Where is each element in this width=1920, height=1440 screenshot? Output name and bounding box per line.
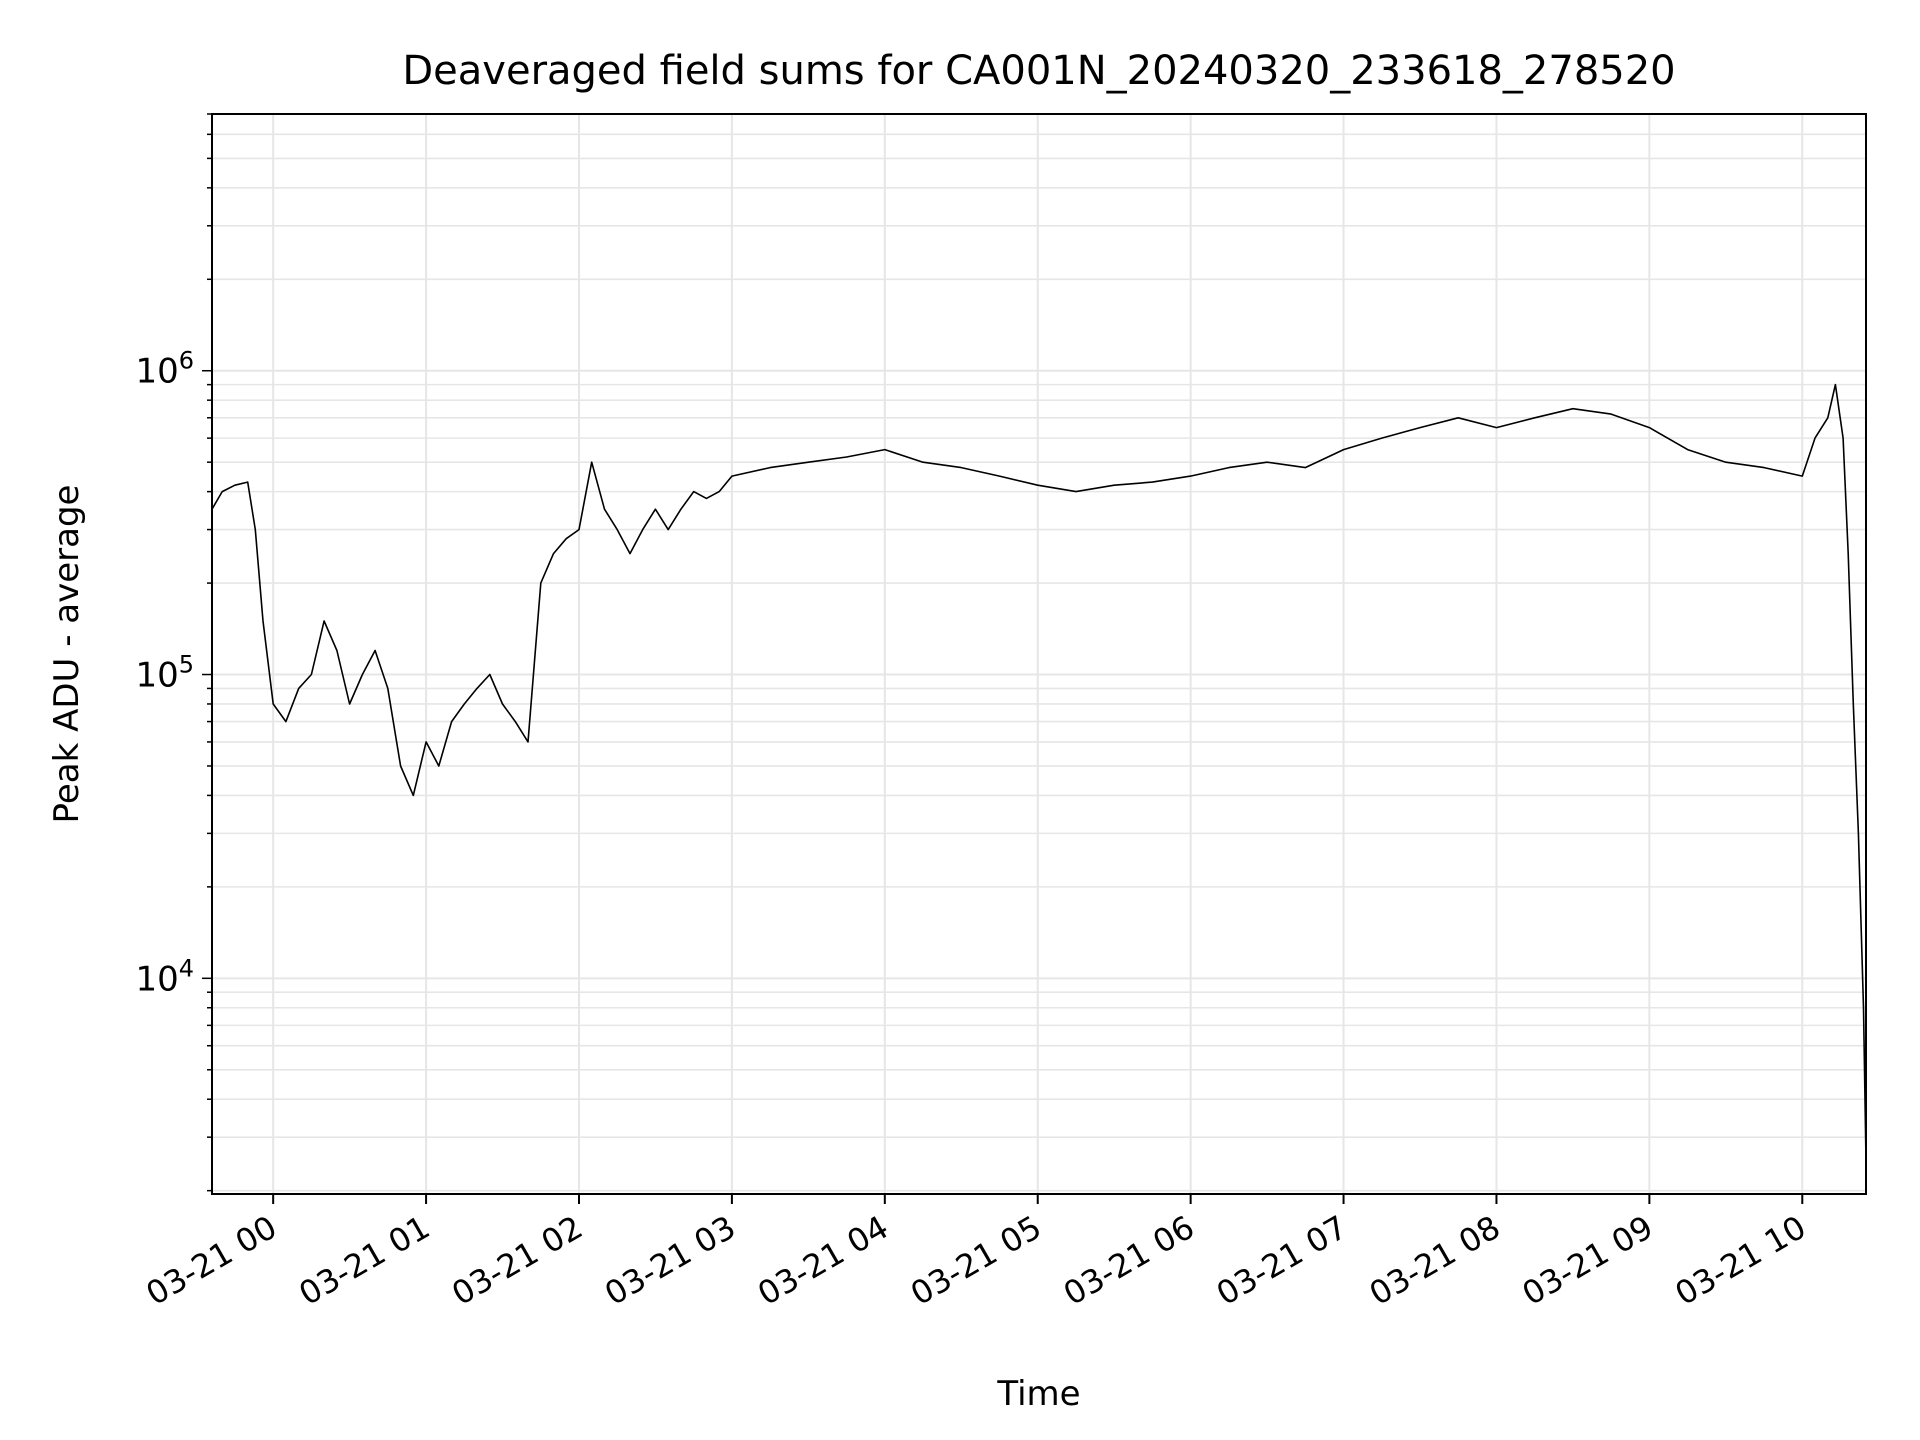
x-tick-label: 03-21 02 (445, 1208, 589, 1313)
y-tick-label: 106 (135, 347, 194, 392)
x-tick-label: 03-21 00 (140, 1208, 284, 1313)
x-tick-label: 03-21 06 (1057, 1208, 1201, 1313)
x-tick-label: 03-21 08 (1363, 1208, 1507, 1313)
x-tick-label: 03-21 03 (598, 1208, 742, 1313)
plot-frame (211, 113, 1867, 1195)
y-tick-label: 105 (135, 651, 194, 696)
series-group (211, 383, 1867, 1162)
x-tick-label: 03-21 09 (1516, 1208, 1660, 1313)
grid-major (202, 113, 1866, 1194)
x-tick-label: 03-21 07 (1210, 1208, 1354, 1313)
y-axis: 104 105 106 (135, 347, 194, 1000)
series-line (211, 383, 1867, 1162)
chart-title: Deaveraged field sums for CA001N_2024032… (402, 48, 1675, 94)
x-axis-label: Time (996, 1374, 1080, 1414)
x-tick-label: 03-21 01 (292, 1208, 436, 1313)
grid-minor (212, 113, 1866, 1192)
x-tick-label: 03-21 05 (904, 1208, 1048, 1313)
y-tick-label: 104 (135, 954, 194, 999)
y-axis-label: Peak ADU - average (47, 485, 87, 824)
x-tick-label: 03-21 10 (1669, 1208, 1813, 1313)
x-tick-label: 03-21 04 (751, 1208, 895, 1313)
x-axis: 03-21 00 03-21 01 03-21 02 03-21 03 03-21 04… (140, 1194, 1813, 1313)
